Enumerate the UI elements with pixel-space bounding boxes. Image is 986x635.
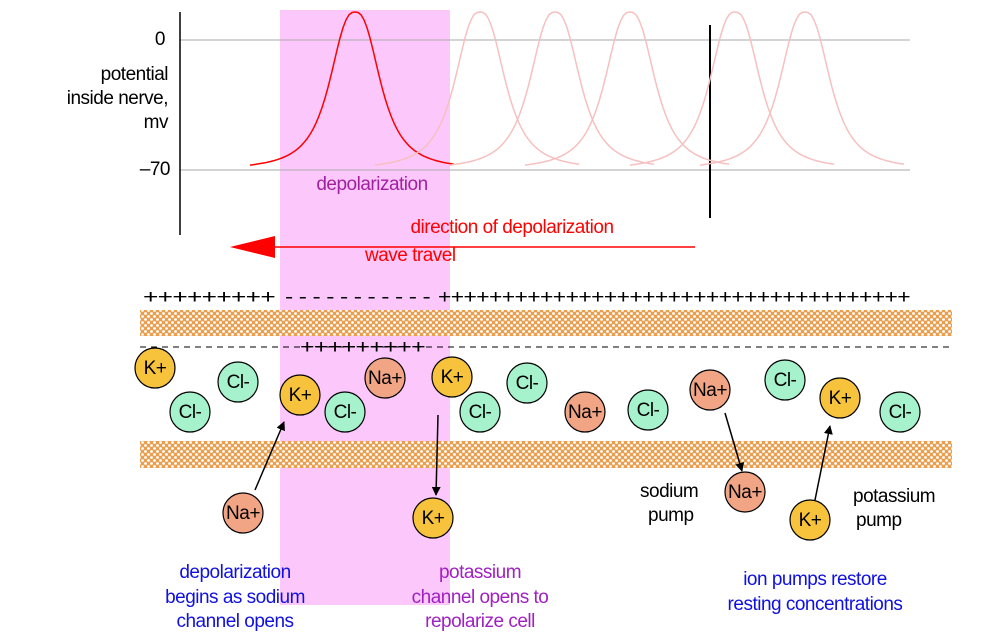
caption: repolarize cell [425, 611, 535, 632]
ion [222, 492, 264, 534]
direction-label: wave travel [364, 245, 456, 266]
ion-label: K+ [144, 358, 167, 379]
tick-zero: 0 [155, 29, 165, 50]
ion [879, 391, 921, 433]
ion-label: K+ [799, 510, 822, 531]
axis-label: potential [101, 64, 168, 85]
ion [627, 389, 669, 431]
ion-label: Cl- [469, 402, 492, 423]
potential-curves [249, 11, 905, 166]
charges: +++++++++ [300, 337, 426, 358]
pump-arrows [254, 412, 833, 501]
ion [217, 361, 259, 403]
ion-label: Cl- [179, 402, 202, 423]
charges: +++++++++++++++++++++++++++++++++++++ [438, 287, 910, 308]
action-potential [249, 11, 455, 166]
ion [764, 359, 806, 401]
caption: channel opens to [412, 587, 549, 608]
ion [724, 471, 766, 513]
ion-label: Cl- [889, 402, 912, 423]
ion-label: K+ [289, 385, 312, 406]
ion-label: Na+ [693, 380, 727, 401]
ion-label: Cl- [774, 370, 797, 391]
action-potential-faded [699, 11, 905, 166]
ion-label: K+ [441, 367, 464, 388]
direction-arrowhead [230, 236, 275, 258]
charges: - - - - - - - - - - - [285, 287, 430, 308]
ion-label: K+ [829, 388, 852, 409]
ion [134, 347, 176, 389]
ion [689, 369, 731, 411]
membrane-lower [140, 441, 952, 468]
ion-label: Na+ [728, 482, 762, 503]
ion [819, 377, 861, 419]
depolarization-label: depolarization [316, 174, 427, 195]
caption: resting concentrations [728, 594, 903, 615]
caption: potassium [439, 562, 521, 583]
ion [169, 391, 211, 433]
axis-label: inside nerve, [67, 88, 168, 109]
ion [506, 362, 548, 404]
caption: channel opens [176, 611, 293, 632]
caption: depolarization [179, 562, 290, 583]
ion-label: Na+ [368, 368, 402, 389]
ion [431, 356, 473, 398]
ion-label: Cl- [334, 402, 357, 423]
ion [789, 499, 831, 541]
ion-label: Cl- [227, 372, 250, 393]
charges: +++++++++ [143, 287, 276, 308]
ion [459, 391, 501, 433]
tick-minus70: –70 [140, 159, 170, 180]
pump-label: potassium [853, 486, 935, 507]
pump-label: pump [856, 510, 902, 531]
ion-label: Na+ [568, 402, 602, 423]
ion [279, 374, 321, 416]
ion-label: Cl- [637, 400, 660, 421]
ion [412, 497, 454, 539]
ion-label: Cl- [516, 373, 539, 394]
ion-label: Na+ [226, 503, 260, 524]
direction-label: direction of depolarization [410, 217, 613, 238]
ion [364, 357, 406, 399]
ion [324, 391, 366, 433]
axis-label: mv [144, 112, 169, 133]
membrane-outer [140, 310, 952, 336]
action-potential-faded [629, 11, 835, 166]
action-potential-faded [524, 11, 730, 166]
caption: ion pumps restore [743, 569, 887, 590]
pump-label: pump [648, 505, 694, 526]
action-potential-faded [449, 11, 655, 166]
pump-label: sodium [640, 481, 698, 502]
action-potential-faded [374, 11, 580, 166]
caption: begins as sodium [165, 587, 305, 608]
ions: K+Cl-Cl-K+Cl-Na+ K+Cl-Cl-Na+ Cl-Na+ Cl-K+Cl… [134, 347, 921, 541]
ion [564, 391, 606, 433]
ion-label: K+ [422, 508, 445, 529]
